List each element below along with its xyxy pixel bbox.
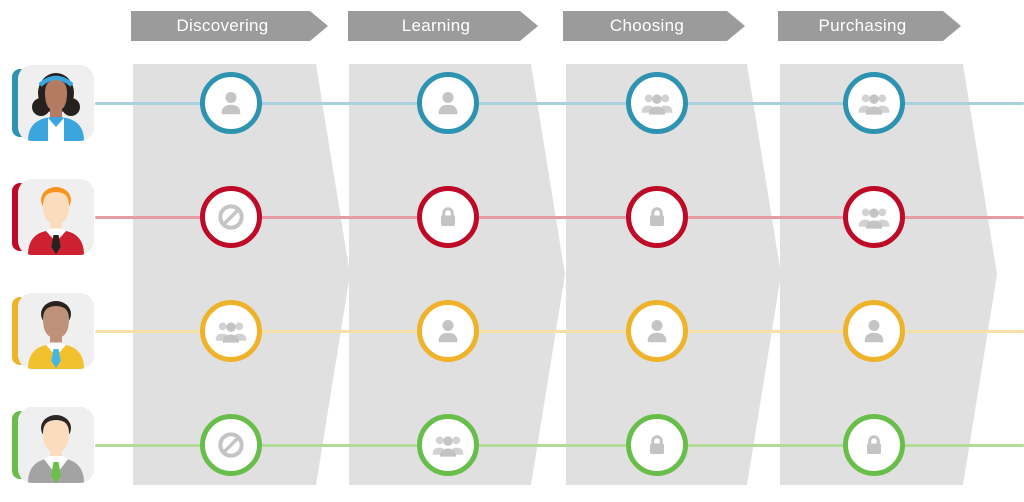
stage-label: Choosing xyxy=(609,16,685,35)
journey-cell xyxy=(843,414,905,476)
journey-cell xyxy=(626,414,688,476)
single-user-icon xyxy=(438,320,458,343)
stage-label: Discovering xyxy=(176,16,269,35)
user-group-icon xyxy=(858,208,890,229)
avatar-portrait-icon xyxy=(28,73,84,141)
journey-cell xyxy=(417,72,479,134)
journey-cell xyxy=(200,72,262,134)
persona-journey-line xyxy=(95,443,1024,447)
user-group-icon xyxy=(215,322,247,343)
stage-column-4 xyxy=(780,64,997,485)
avatar-portrait-icon xyxy=(28,415,84,483)
stage-banner-purchasing: Purchasing xyxy=(778,11,961,41)
user-group-icon xyxy=(432,436,464,457)
journey-cell xyxy=(843,72,905,134)
persona-journey-line xyxy=(95,215,1024,219)
lock-icon xyxy=(650,435,664,454)
avatar-portrait-icon xyxy=(28,187,84,255)
lock-icon xyxy=(650,207,664,226)
journey-cell xyxy=(626,72,688,134)
user-group-icon xyxy=(858,94,890,115)
stage-banner-discovering: Discovering xyxy=(131,11,328,41)
stage-label: Purchasing xyxy=(818,16,907,35)
journey-cell xyxy=(626,300,688,362)
user-group-icon xyxy=(641,94,673,115)
journey-cell xyxy=(417,186,479,248)
no-entry-icon xyxy=(218,432,244,458)
persona-journey-line xyxy=(95,329,1024,333)
journey-cell xyxy=(200,414,262,476)
journey-cell xyxy=(417,414,479,476)
avatar-persona-green xyxy=(18,407,94,483)
no-entry-icon xyxy=(218,204,244,230)
persona-journey-line xyxy=(95,101,1024,105)
journey-cell xyxy=(626,186,688,248)
journey-cell xyxy=(417,300,479,362)
stage-label: Learning xyxy=(401,16,471,35)
stage-column-1 xyxy=(133,64,350,485)
journey-cell xyxy=(843,186,905,248)
avatar-persona-red xyxy=(18,179,94,255)
single-user-icon xyxy=(438,92,458,115)
lock-icon xyxy=(441,207,455,226)
journey-cell xyxy=(200,300,262,362)
single-user-icon xyxy=(221,92,241,115)
avatar-portrait-icon xyxy=(28,301,84,369)
single-user-icon xyxy=(647,320,667,343)
lock-icon xyxy=(867,435,881,454)
journey-cell xyxy=(843,300,905,362)
journey-cell xyxy=(200,186,262,248)
stage-banner-choosing: Choosing xyxy=(563,11,745,41)
stage-banner-learning: Learning xyxy=(348,11,538,41)
avatar-persona-yellow xyxy=(18,293,94,369)
single-user-icon xyxy=(864,320,884,343)
stage-column-3 xyxy=(566,64,781,485)
avatar-persona-blue xyxy=(18,65,94,141)
